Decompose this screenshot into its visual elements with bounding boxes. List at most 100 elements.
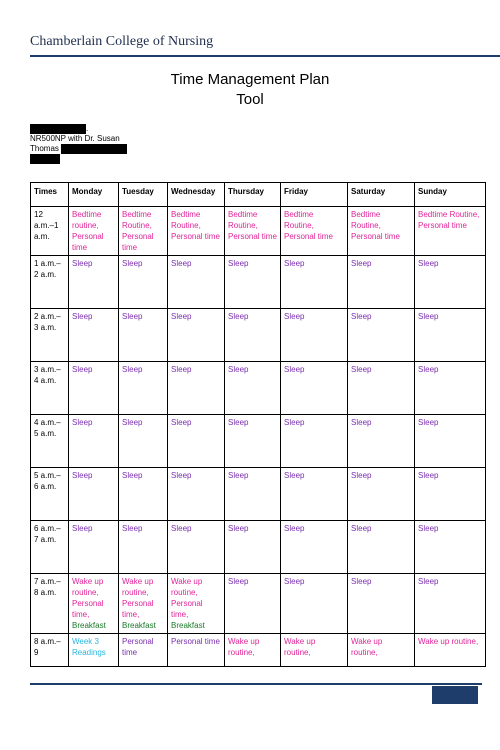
activity-cell: Bedtime Routine, Personal time — [347, 206, 415, 256]
activity-cell: Sleep — [167, 467, 225, 521]
activity-text: Sleep — [418, 365, 439, 374]
activity-cell: Wake up routine, — [414, 633, 486, 667]
activity-cell: Sleep — [167, 361, 225, 415]
time-cell: 5 a.m.–6 a.m. — [30, 467, 69, 521]
activity-cell: Sleep — [347, 414, 415, 468]
college-brand: Chamberlain College of Nursing — [30, 34, 214, 49]
time-cell: 2 a.m.–3 a.m. — [30, 308, 69, 362]
activity-text: Bedtime Routine, Personal time — [122, 210, 154, 252]
activity-text: Sleep — [122, 524, 143, 533]
activity-text: Sleep — [171, 418, 192, 427]
activity-cell: Sleep — [167, 414, 225, 468]
activity-text: Sleep — [171, 524, 192, 533]
activity-cell: Sleep — [280, 414, 348, 468]
activity-text: Sleep — [351, 524, 372, 533]
activity-text: Sleep — [122, 365, 143, 374]
activity-text: Bedtime Routine, Personal time — [171, 210, 220, 241]
activity-cell: Bedtime Routine, Personal time — [280, 206, 348, 256]
activity-cell: Sleep — [347, 308, 415, 362]
activity-text: Sleep — [171, 471, 192, 480]
activity-cell: Sleep — [224, 308, 281, 362]
activity-text: Bedtime Routine, Personal time — [228, 210, 277, 241]
table-row: 1 a.m.–2 a.m. Sleep Sleep Sleep Sleep Sleep Sl… — [30, 255, 486, 309]
time-cell: 4 a.m.–5 a.m. — [30, 414, 69, 468]
activity-cell: Wake up routine, Personal time, Breakfast — [167, 573, 225, 634]
activity-text: Sleep — [284, 312, 305, 321]
column-header: Wednesday — [167, 182, 225, 207]
activity-cell: Sleep — [414, 255, 486, 309]
activity-cell: Sleep — [280, 361, 348, 415]
activity-cell: Sleep — [280, 467, 348, 521]
activity-text: Sleep — [351, 259, 372, 268]
time-cell: 8 a.m.–9 — [30, 633, 69, 667]
activity-cell: Sleep — [347, 255, 415, 309]
activity-cell: Sleep — [118, 361, 168, 415]
activity-cell: Sleep — [68, 414, 119, 468]
activity-text: Wake up routine, Personal time, — [171, 577, 203, 619]
activity-cell: Wake up routine, — [280, 633, 348, 667]
activity-text: Sleep — [228, 365, 249, 374]
activity-text: Sleep — [351, 577, 372, 586]
activity-cell: Sleep — [414, 467, 486, 521]
activity-text: Wake up routine, — [418, 637, 479, 646]
activity-cell: Sleep — [224, 520, 281, 574]
activity-text: Sleep — [72, 365, 93, 374]
redaction-block — [61, 144, 128, 155]
redaction-block — [30, 124, 86, 134]
activity-text: Wake up routine, — [228, 637, 260, 657]
activity-cell: Sleep — [414, 361, 486, 415]
activity-text: Wake up routine, — [284, 637, 316, 657]
activity-cell: Sleep — [118, 308, 168, 362]
header-rule — [30, 55, 500, 57]
activity-text: Sleep — [418, 471, 439, 480]
column-header: Friday — [280, 182, 348, 207]
activity-text: Sleep — [228, 312, 249, 321]
activity-text: Wake up routine, Personal time, — [72, 577, 104, 619]
column-header: Times — [30, 182, 69, 207]
activity-text: Sleep — [284, 524, 305, 533]
activity-text: Sleep — [284, 365, 305, 374]
activity-cell: Personal time — [167, 633, 225, 667]
activity-cell: Wake up routine, Personal time, Breakfast — [68, 573, 119, 634]
footer-rule — [30, 683, 482, 685]
activity-cell: Sleep — [347, 520, 415, 574]
activity-text: Sleep — [122, 418, 143, 427]
column-header: Sunday — [414, 182, 486, 207]
title-line-1: Time Management Plan — [170, 71, 330, 88]
activity-text: Sleep — [284, 577, 305, 586]
column-header: Thursday — [224, 182, 281, 207]
table-row: 3 a.m.–4 a.m. Sleep Sleep Sleep Sleep Sleep Sl… — [30, 361, 486, 415]
redacted-line — [30, 154, 127, 165]
activity-cell: Sleep — [118, 414, 168, 468]
activity-cell: Sleep — [68, 361, 119, 415]
column-header: Tuesday — [118, 182, 168, 207]
activity-cell: Sleep — [280, 573, 348, 634]
activity-text: Sleep — [72, 259, 93, 268]
activity-cell: Sleep — [224, 414, 281, 468]
activity-text: Week 3 Readings — [72, 637, 106, 657]
instructor-line: Thomas — [30, 144, 128, 155]
activity-cell: Sleep — [68, 467, 119, 521]
activity-text: Sleep — [418, 418, 439, 427]
activity-text: Sleep — [351, 365, 372, 374]
table-row: 7 a.m.–8 a.m. Wake up routine, Personal t… — [30, 573, 486, 634]
activity-cell: Wake up routine, — [224, 633, 281, 667]
activity-cell: Bedtime Routine, Personal time — [224, 206, 281, 256]
activity-text: Sleep — [351, 471, 372, 480]
activity-text: Sleep — [351, 418, 372, 427]
activity-cell: Sleep — [414, 308, 486, 362]
activity-cell: Sleep — [224, 573, 281, 634]
column-header: Saturday — [347, 182, 415, 207]
activity-text: Bedtime Routine, Personal time — [418, 210, 480, 230]
redaction-block — [30, 154, 60, 165]
activity-text: Sleep — [72, 312, 93, 321]
activity-text: Breakfast — [122, 621, 156, 630]
table-row: 5 a.m.–6 a.m. Sleep Sleep Sleep Sleep Sleep Sl… — [30, 467, 486, 521]
activity-text: Sleep — [284, 471, 305, 480]
footer-block — [432, 686, 478, 704]
time-cell: 3 a.m.–4 a.m. — [30, 361, 69, 415]
activity-cell: Sleep — [68, 520, 119, 574]
table-row: 12 a.m.–1 a.m. Bedtime routine, Personal … — [30, 206, 486, 256]
table-body: 12 a.m.–1 a.m. Bedtime routine, Personal … — [30, 206, 486, 667]
activity-cell: Sleep — [167, 520, 225, 574]
